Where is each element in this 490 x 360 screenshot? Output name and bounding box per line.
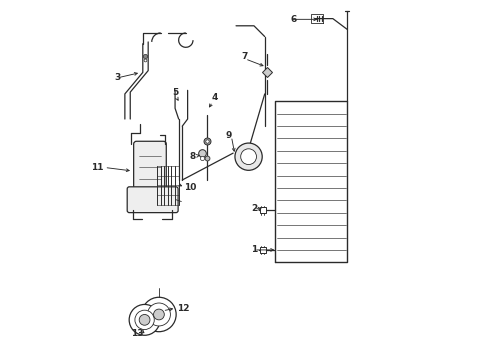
Circle shape (147, 303, 171, 326)
Circle shape (142, 297, 176, 332)
Text: 11: 11 (91, 163, 103, 172)
Circle shape (153, 309, 164, 320)
Circle shape (241, 149, 256, 165)
Text: 7: 7 (242, 52, 248, 61)
Text: 1: 1 (251, 246, 257, 255)
Text: 10: 10 (184, 183, 196, 192)
Text: 4: 4 (211, 93, 218, 102)
Circle shape (235, 143, 262, 170)
FancyBboxPatch shape (134, 141, 166, 194)
Text: 12: 12 (177, 303, 189, 312)
Circle shape (135, 310, 154, 329)
Circle shape (139, 315, 150, 325)
Text: 6: 6 (290, 15, 296, 24)
Text: 2: 2 (251, 204, 257, 213)
Text: 9: 9 (226, 131, 232, 140)
Circle shape (129, 305, 160, 335)
Text: 3: 3 (115, 73, 121, 82)
FancyBboxPatch shape (127, 187, 178, 213)
Text: 5: 5 (172, 87, 178, 96)
Text: 13: 13 (131, 329, 144, 338)
Text: 8: 8 (190, 152, 196, 161)
